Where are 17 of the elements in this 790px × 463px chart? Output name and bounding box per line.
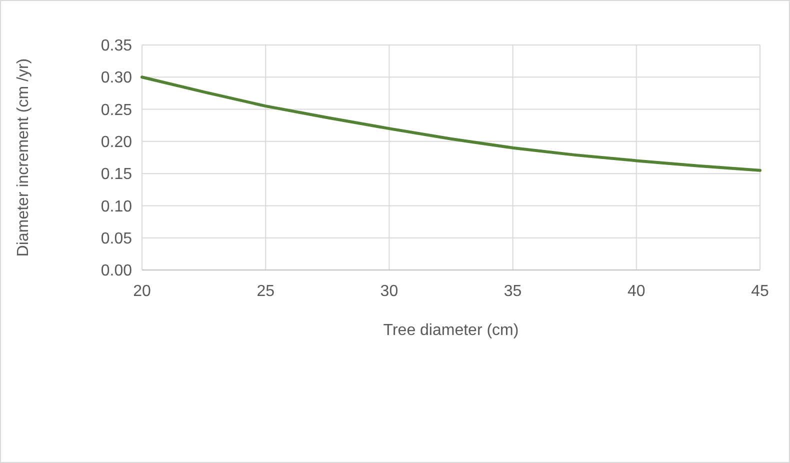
x-tick-label: 45 — [751, 283, 769, 300]
x-tick-label: 40 — [628, 283, 646, 300]
y-axis-title: Diameter increment (cm /yr) — [15, 58, 32, 257]
y-tick-label: 0.10 — [100, 198, 132, 216]
y-tick-label: 0.00 — [100, 262, 132, 280]
x-tick-label: 20 — [133, 283, 151, 300]
x-tick-label: 25 — [256, 283, 275, 300]
x-axis-title: Tree diameter (cm) — [383, 322, 519, 339]
y-tick-label: 0.30 — [100, 70, 132, 87]
line-series — [140, 76, 762, 172]
y-tick-label: 0.05 — [100, 230, 132, 248]
y-tick-label: 0.25 — [100, 102, 132, 119]
y-tick-label: 0.15 — [100, 166, 132, 184]
y-tick-label: 0.20 — [100, 134, 132, 152]
x-tick-label: 30 — [380, 283, 398, 300]
x-tick-label: 35 — [504, 283, 522, 300]
y-tick-label: 0.35 — [100, 38, 132, 55]
